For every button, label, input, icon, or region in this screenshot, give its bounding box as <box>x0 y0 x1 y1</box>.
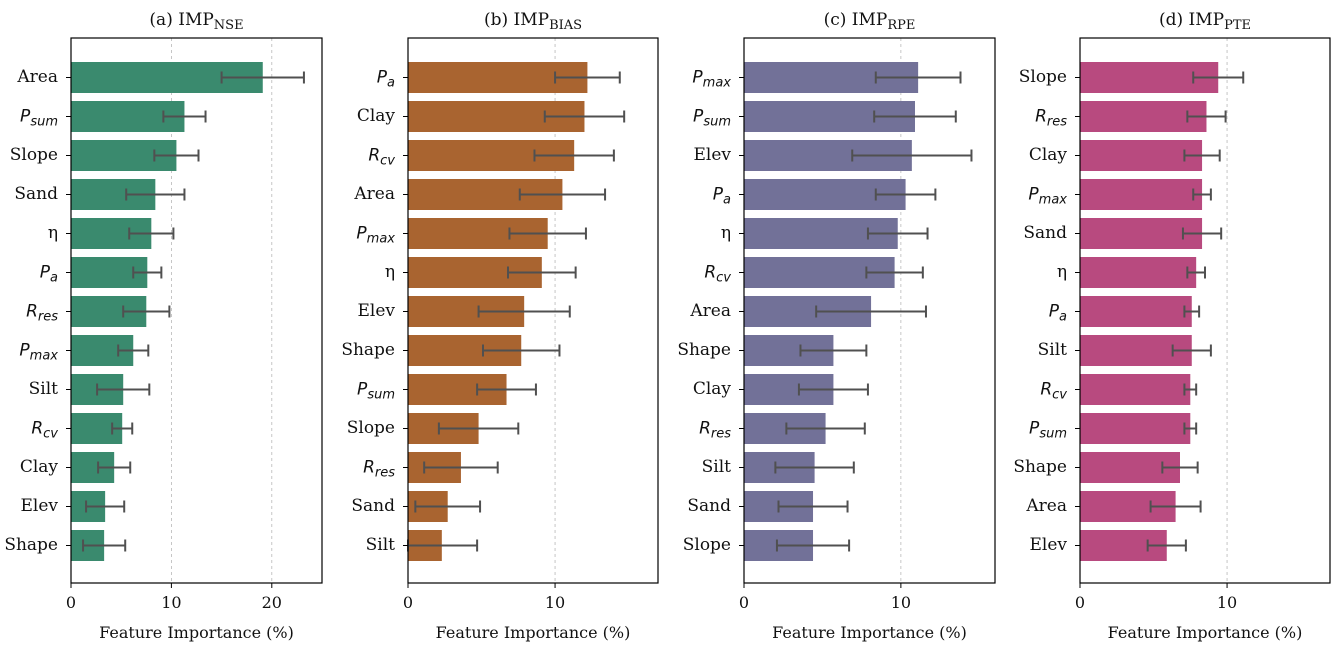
category-label-r-res: Rres <box>26 302 58 325</box>
panel-title: (c) IMPRPE <box>824 10 916 33</box>
category-label-p-max: Pmax <box>1028 185 1067 208</box>
x-tick-label: 0 <box>66 593 76 612</box>
x-tick-label: 0 <box>403 593 413 612</box>
panel-2: Pa Clay Rcv Area Pmax η Elev Shape Psum Slope Rres… <box>341 10 659 642</box>
axes-frame <box>743 37 996 584</box>
category-label-p-sum: Psum <box>693 107 731 130</box>
category-label-p-max: Pmax <box>356 224 395 247</box>
panel-title: (d) IMPPTE <box>1159 10 1251 33</box>
category-label-area: Area <box>16 67 58 87</box>
x-tick-label: 10 <box>161 593 181 612</box>
category-label-silt: Silt <box>29 379 59 399</box>
category-label-sand: Sand <box>14 184 58 204</box>
category-label-elev: Elev <box>20 496 58 516</box>
panel-3: Pmax Psum Elev Pa η Rcv Area Shape Clay Rres Silt S… <box>677 10 996 642</box>
axes-frame <box>1079 37 1331 584</box>
category-label-shape: Shape <box>677 340 731 360</box>
bar-p-max <box>1080 179 1203 210</box>
x-axis-label: Feature Importance (%) <box>436 623 631 642</box>
category-label-clay: Clay <box>1029 145 1068 165</box>
category-label-p-sum: Psum <box>1029 419 1067 442</box>
category-label-r-res: Rres <box>363 458 395 481</box>
category-label-sand: Sand <box>687 496 731 516</box>
category-label-area: Area <box>353 184 395 204</box>
category-label-r-res: Rres <box>699 419 731 442</box>
x-axis-label: Feature Importance (%) <box>99 623 294 642</box>
panel-4: Slope Rres Clay Pmax Sand η Pa Silt Rcv Psum Shape… <box>1013 10 1331 642</box>
category-label-p-a: Pa <box>40 263 58 286</box>
category-label-area: Area <box>1025 496 1067 516</box>
category-label-p-max: Pmax <box>19 341 58 364</box>
bar-r-cv <box>1080 374 1191 405</box>
category-label-p-sum: Psum <box>20 107 58 130</box>
x-tick-label: 10 <box>1217 593 1237 612</box>
category-label-r-res: Rres <box>1035 107 1067 130</box>
category-label-silt: Silt <box>702 457 732 477</box>
category-label-eta: η <box>385 262 395 282</box>
category-label-elev: Elev <box>357 301 395 321</box>
x-tick-label: 0 <box>1075 593 1085 612</box>
axes-frame <box>70 37 323 584</box>
category-label-slope: Slope <box>683 535 731 555</box>
category-label-clay: Clay <box>20 457 59 477</box>
category-label-r-cv: Rcv <box>1040 380 1067 403</box>
category-label-slope: Slope <box>1019 67 1067 87</box>
category-label-p-a: Pa <box>1049 302 1067 325</box>
category-label-eta: η <box>1057 262 1067 282</box>
category-label-slope: Slope <box>347 418 395 438</box>
category-label-r-cv: Rcv <box>31 419 58 442</box>
category-label-p-a: Pa <box>377 68 395 91</box>
category-label-p-sum: Psum <box>357 380 395 403</box>
category-label-sand: Sand <box>351 496 395 516</box>
category-label-r-cv: Rcv <box>704 263 731 286</box>
category-label-silt: Silt <box>366 535 396 555</box>
x-tick-label: 10 <box>545 593 565 612</box>
x-axis-label: Feature Importance (%) <box>772 623 967 642</box>
category-label-shape: Shape <box>1013 457 1067 477</box>
x-tick-label: 20 <box>262 593 282 612</box>
bar-r-res <box>1080 101 1207 132</box>
category-label-p-max: Pmax <box>692 68 731 91</box>
category-label-eta: η <box>721 223 731 243</box>
category-label-clay: Clay <box>357 106 396 126</box>
axes-frame <box>407 37 659 584</box>
bar-clay <box>1080 140 1203 171</box>
x-tick-label: 0 <box>739 593 749 612</box>
category-label-p-a: Pa <box>713 185 731 208</box>
category-label-r-cv: Rcv <box>368 146 395 169</box>
category-label-elev: Elev <box>693 145 731 165</box>
panel-title: (a) IMPNSE <box>149 10 243 33</box>
category-label-sand: Sand <box>1023 223 1067 243</box>
category-label-shape: Shape <box>341 340 395 360</box>
category-label-shape: Shape <box>4 535 58 555</box>
category-label-silt: Silt <box>1038 340 1068 360</box>
bar-p-a <box>1080 296 1192 327</box>
panel-1: Area Psum Slope Sand η Pa Rres Pmax Silt Rcv Clay E… <box>4 10 323 642</box>
category-label-slope: Slope <box>10 145 58 165</box>
category-label-eta: η <box>48 223 58 243</box>
x-axis-label: Feature Importance (%) <box>1108 623 1303 642</box>
bar-p-sum <box>1080 413 1191 444</box>
category-label-clay: Clay <box>693 379 732 399</box>
category-label-elev: Elev <box>1029 535 1067 555</box>
bar-sand <box>1080 218 1203 249</box>
bar-eta <box>1080 257 1197 288</box>
panel-title: (b) IMPBIAS <box>484 10 582 33</box>
category-label-area: Area <box>689 301 731 321</box>
x-tick-label: 10 <box>891 593 911 612</box>
